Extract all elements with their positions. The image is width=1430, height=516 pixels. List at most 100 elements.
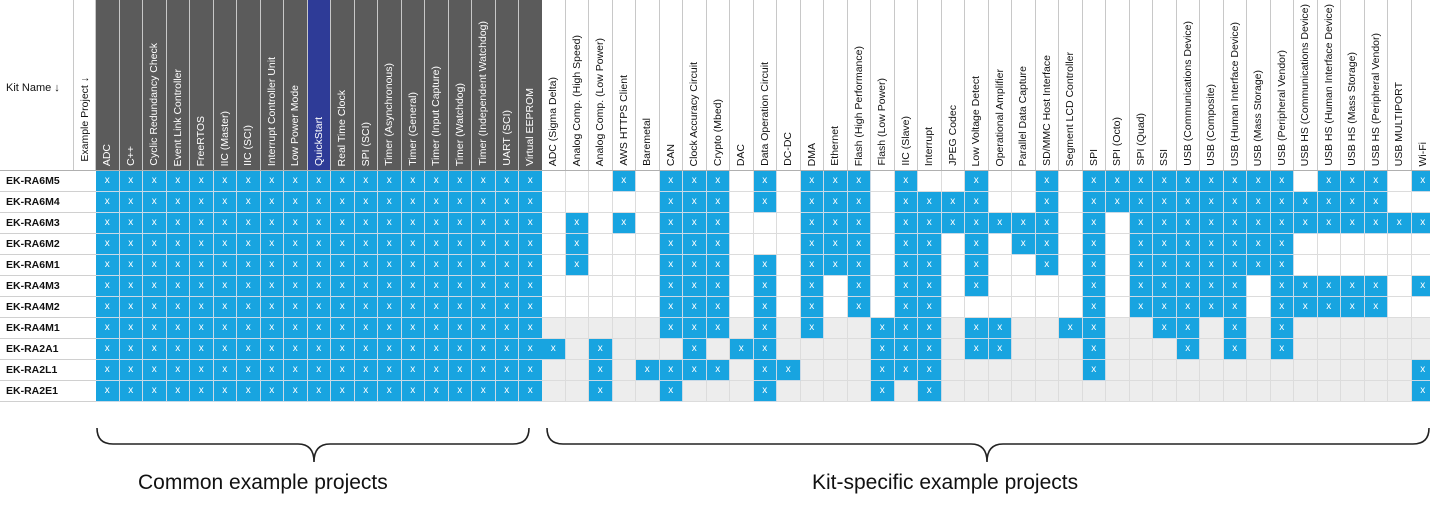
matrix-cell[interactable] [1364,339,1388,360]
matrix-cell[interactable] [871,297,895,318]
matrix-cell[interactable]: x [683,276,707,297]
matrix-cell[interactable]: x [800,234,824,255]
matrix-cell[interactable]: x [354,213,378,234]
matrix-cell[interactable]: x [659,297,683,318]
matrix-cell[interactable] [777,318,801,339]
matrix-cell[interactable] [1059,381,1083,402]
matrix-cell[interactable]: x [401,255,425,276]
matrix-cell[interactable]: x [96,339,120,360]
matrix-cell[interactable]: x [472,381,496,402]
matrix-cell[interactable]: x [1176,318,1200,339]
matrix-cell[interactable] [1200,381,1224,402]
matrix-cell[interactable]: x [1129,213,1153,234]
matrix-cell[interactable]: x [1082,318,1106,339]
matrix-cell[interactable] [565,297,589,318]
matrix-cell[interactable]: x [472,213,496,234]
matrix-cell[interactable]: x [965,171,989,192]
matrix-cell[interactable]: x [284,276,308,297]
matrix-cell[interactable]: x [659,381,683,402]
matrix-cell[interactable] [871,213,895,234]
col-header-iic-sci[interactable]: IIC (SCI) [237,0,261,170]
matrix-cell[interactable]: x [307,171,331,192]
matrix-cell[interactable] [1388,171,1412,192]
matrix-cell[interactable]: x [1035,255,1059,276]
matrix-cell[interactable]: x [213,339,237,360]
matrix-cell[interactable]: x [965,213,989,234]
matrix-cell[interactable] [565,381,589,402]
matrix-cell[interactable] [1012,339,1036,360]
matrix-cell[interactable]: x [331,297,355,318]
matrix-cell[interactable] [777,339,801,360]
matrix-cell[interactable]: x [331,360,355,381]
matrix-cell[interactable]: x [519,297,543,318]
matrix-cell[interactable]: x [119,381,143,402]
matrix-cell[interactable]: x [119,360,143,381]
matrix-cell[interactable] [636,213,660,234]
matrix-cell[interactable]: x [706,297,730,318]
matrix-cell[interactable]: x [1129,297,1153,318]
col-header-interrupt-controller-unit[interactable]: Interrupt Controller Unit [260,0,284,170]
matrix-cell[interactable]: x [824,234,848,255]
matrix-cell[interactable]: x [753,360,777,381]
matrix-cell[interactable]: x [894,318,918,339]
col-header-dac[interactable]: DAC [730,0,754,170]
matrix-cell[interactable]: x [143,381,167,402]
matrix-cell[interactable] [1388,234,1412,255]
matrix-cell[interactable]: x [1200,192,1224,213]
matrix-cell[interactable]: x [166,192,190,213]
matrix-cell[interactable]: x [1247,234,1271,255]
col-header-wi-fi[interactable]: Wi-Fi [1411,0,1430,170]
matrix-cell[interactable]: x [1411,171,1430,192]
matrix-cell[interactable] [824,276,848,297]
matrix-cell[interactable] [777,192,801,213]
matrix-cell[interactable] [988,255,1012,276]
col-header-real-time-clock[interactable]: Real Time Clock [331,0,355,170]
matrix-cell[interactable]: x [1153,171,1177,192]
matrix-cell[interactable]: x [472,171,496,192]
matrix-cell[interactable]: x [1247,255,1271,276]
matrix-cell[interactable] [1247,360,1271,381]
matrix-cell[interactable]: x [425,318,449,339]
matrix-cell[interactable] [1411,192,1430,213]
matrix-cell[interactable]: x [659,171,683,192]
col-header-baremetal[interactable]: Baremetal [636,0,660,170]
col-header-aws-https-client[interactable]: AWS HTTPS Client [612,0,636,170]
matrix-cell[interactable]: x [495,297,519,318]
matrix-cell[interactable]: x [847,234,871,255]
matrix-cell[interactable]: x [1176,192,1200,213]
matrix-cell[interactable]: x [965,255,989,276]
matrix-cell[interactable] [565,192,589,213]
matrix-cell[interactable]: x [307,276,331,297]
matrix-cell[interactable]: x [143,213,167,234]
matrix-cell[interactable]: x [213,318,237,339]
matrix-cell[interactable]: x [1294,192,1318,213]
matrix-cell[interactable]: x [1317,297,1341,318]
matrix-cell[interactable] [612,234,636,255]
matrix-cell[interactable] [1411,297,1430,318]
col-header-dma[interactable]: DMA [800,0,824,170]
matrix-cell[interactable]: x [1176,234,1200,255]
matrix-cell[interactable]: x [472,276,496,297]
matrix-cell[interactable] [1388,318,1412,339]
matrix-cell[interactable]: x [659,276,683,297]
matrix-cell[interactable]: x [965,318,989,339]
matrix-cell[interactable]: x [166,297,190,318]
matrix-cell[interactable]: x [565,234,589,255]
matrix-cell[interactable] [589,276,613,297]
matrix-cell[interactable] [1388,339,1412,360]
matrix-cell[interactable] [1059,297,1083,318]
matrix-cell[interactable] [683,381,707,402]
matrix-cell[interactable]: x [753,339,777,360]
matrix-cell[interactable]: x [213,213,237,234]
col-header-usb-composite[interactable]: USB (Composite) [1200,0,1224,170]
matrix-cell[interactable] [1059,234,1083,255]
matrix-cell[interactable]: x [307,192,331,213]
matrix-cell[interactable]: x [1223,318,1247,339]
matrix-cell[interactable]: x [659,360,683,381]
matrix-cell[interactable]: x [284,171,308,192]
matrix-cell[interactable]: x [213,171,237,192]
matrix-cell[interactable]: x [1223,276,1247,297]
matrix-cell[interactable] [847,339,871,360]
matrix-cell[interactable]: x [260,276,284,297]
matrix-cell[interactable]: x [1200,255,1224,276]
